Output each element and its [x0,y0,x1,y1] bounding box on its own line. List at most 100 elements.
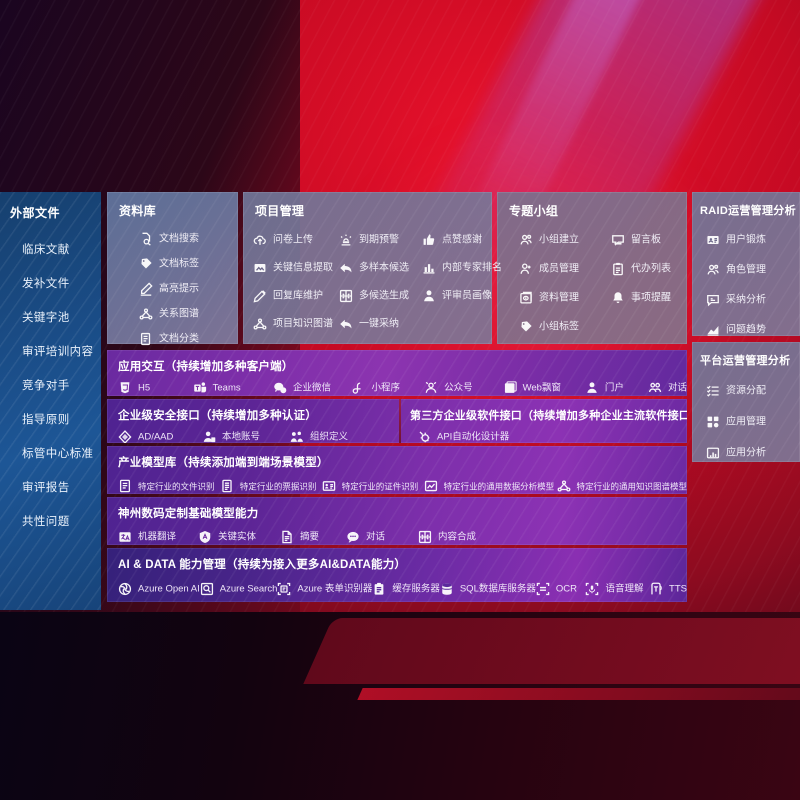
teams-icon [193,381,207,395]
aidata-item-speech-understanding[interactable]: 语音理解 [585,582,649,596]
project-item-project-knowledge-graph[interactable]: 项目知识图谱 [253,313,339,335]
aidata-item-tts[interactable]: TTS [649,582,687,596]
platform-item-resource-allocation[interactable]: 资源分配 [706,380,792,402]
sidebar-item-supplement-files[interactable]: 发补文件 [22,278,70,290]
project-item-reply-library[interactable]: 回复库维护 [253,285,339,307]
bar-rank-icon [422,261,436,275]
decorative-parallelogram-large [303,618,800,684]
message-board-icon [611,233,625,247]
project-item-thanks[interactable]: 点赞感谢 [422,229,502,251]
library-item-knowledge-graph[interactable]: 关系图谱 [139,303,230,325]
project-item-one-click-adopt[interactable]: 一键采纳 [339,313,422,335]
aidata-item-form-recognizer[interactable]: Azure 表单识别器 [277,582,372,596]
group-item-message-board[interactable]: 留言板 [611,229,679,251]
sidebar-item-guidelines[interactable]: 指导原则 [22,414,70,426]
panel-project-grid: 问卷上传 到期预警 点赞感谢 关键信息提取 多样本候选 [243,219,502,335]
group-item-material-management[interactable]: 资料管理 [519,287,611,309]
interaction-item-wecom[interactable]: 企业微信 [273,381,351,395]
wechat-work-icon [273,381,287,395]
sidebar-item-review-report[interactable]: 审评报告 [22,482,70,494]
interaction-item-dialogue[interactable]: 对话 [648,381,687,395]
security-item-org-define[interactable]: 组织定义 [290,430,348,443]
library-item-doc-category[interactable]: 文档分类 [139,328,230,350]
platform-item-app-analysis[interactable]: 应用分析 [706,442,792,464]
clipboard-list-icon [611,262,625,276]
band-thirdparty: 第三方企业级软件接口（持续增加多种企业主流软件接口） API自动化设计器 [399,399,687,443]
cloud-upload-icon [253,233,267,247]
security-item-local-account[interactable]: 本地账号 [202,430,290,443]
raid-item-user-training[interactable]: 用户锻炼 [706,229,792,251]
pen-edit-icon [253,289,267,303]
band-security-items: AD/AAD 本地账号 组织定义 [107,423,399,443]
foundation-item-machine-translation[interactable]: 机器翻译 [118,530,198,544]
project-item-multi-sample-candidates[interactable]: 多样本候选 [339,257,422,279]
interaction-item-teams[interactable]: Teams [193,381,273,395]
group-item-item-reminder[interactable]: 事项提醒 [611,287,679,309]
official-account-icon [424,381,438,395]
security-item-ad-aad[interactable]: AD/AAD [118,430,202,443]
sidebar-title: 外部文件 [10,206,61,220]
foundation-item-summary[interactable]: 摘要 [280,530,346,544]
library-item-doc-search[interactable]: 文档搜索 [139,228,230,250]
sidebar-item-keyword-pool[interactable]: 关键字池 [22,312,70,324]
group-item-group-tag[interactable]: 小组标签 [519,316,611,338]
industry-item-id-recognition[interactable]: 特定行业的证件识别 [322,479,424,493]
aidata-item-ocr[interactable]: OCR [536,582,586,596]
raid-item-role-management[interactable]: 角色管理 [706,259,792,281]
archive-box-icon [519,291,533,305]
sidebar-item-review-training[interactable]: 审评培训内容 [22,346,94,358]
portal-user-icon [585,381,599,395]
band-foundation-items: 机器翻译 关键实体 摘要 对话 内容合成 [107,521,687,544]
library-item-highlight[interactable]: 高亮提示 [139,278,230,300]
tts-icon [649,582,663,596]
interaction-item-mini-program[interactable]: 小程序 [351,381,424,395]
foundation-item-dialogue[interactable]: 对话 [346,530,418,544]
project-item-reviewer-profile[interactable]: 评审员画像 [422,285,502,307]
interaction-item-web-float[interactable]: Web飘窗 [503,381,585,395]
group-item-create-group[interactable]: 小组建立 [519,229,611,251]
industry-item-knowledge-graph-model[interactable]: 特定行业的通用知识图谱模型 [557,479,687,493]
industry-item-data-analysis-model[interactable]: 特定行业的通用数据分析模型 [424,479,557,493]
sidebar-item-common-issues[interactable]: 共性问题 [22,516,70,528]
project-item-multi-candidate-gen[interactable]: 多候选生成 [339,285,422,307]
library-item-doc-tag[interactable]: 文档标签 [139,253,230,275]
project-item-expert-ranking[interactable]: 内部专家排名 [422,257,502,279]
document-category-icon [139,332,153,346]
chat-analysis-icon [706,293,720,307]
raid-item-adoption-analysis[interactable]: 采纳分析 [706,289,792,311]
shield-diamond-icon [118,430,132,443]
grid-expand-icon [339,289,353,303]
platform-item-app-management[interactable]: 应用管理 [706,411,792,433]
thirdparty-item-api-designer[interactable]: API自动化设计器 [417,430,509,443]
band-foundation-title: 神州数码定制基础模型能力 [118,508,259,520]
project-item-expiry-alert[interactable]: 到期预警 [339,229,422,251]
industry-item-file-recognition[interactable]: 特定行业的文件识别 [118,479,220,493]
interaction-item-official-account[interactable]: 公众号 [424,381,502,395]
aidata-item-azure-openai[interactable]: Azure Open AI [118,582,200,596]
group-item-todo-list[interactable]: 代办列表 [611,258,679,280]
panel-library-title: 资料库 [119,204,156,218]
panel-topic-group: 专题小组 小组建立 留言板 成员管理 代办列表 [497,192,687,344]
sidebar-item-clinical-literature[interactable]: 临床文献 [22,244,70,256]
graph-network-icon [557,479,571,493]
project-item-questionnaire-upload[interactable]: 问卷上传 [253,229,339,251]
band-security-and-thirdparty: 企业级安全接口（持续增加多种认证） AD/AAD 本地账号 组织定义 [107,399,687,443]
aidata-item-sql-database[interactable]: SQL数据库服务器 [440,582,536,596]
panel-group-title: 专题小组 [509,204,559,218]
interaction-item-portal[interactable]: 门户 [585,381,648,395]
raid-item-issue-trend[interactable]: 问题趋势 [706,319,792,341]
foundation-item-key-entity[interactable]: 关键实体 [198,530,280,544]
industry-item-receipt-recognition[interactable]: 特定行业的票据识别 [220,479,322,493]
sidebar-item-standards-center[interactable]: 标管中心标准 [22,448,94,460]
panel-raid-title: RAID运营管理分析 [700,205,796,217]
aidata-item-azure-search[interactable]: Azure Search [200,582,277,596]
group-item-member-management[interactable]: 成员管理 [519,258,611,280]
person-add-icon [519,262,533,276]
interaction-item-h5[interactable]: H5 [118,381,193,395]
sidebar-item-competitors[interactable]: 竞争对手 [22,380,70,392]
aidata-item-cache-server[interactable]: 缓存服务器 [372,582,440,596]
panel-library: 资料库 文档搜索 文档标签 高亮提示 关系图谱 [107,192,238,346]
foundation-item-content-synthesis[interactable]: 内容合成 [418,530,476,544]
project-item-key-info-extract[interactable]: 关键信息提取 [253,257,339,279]
